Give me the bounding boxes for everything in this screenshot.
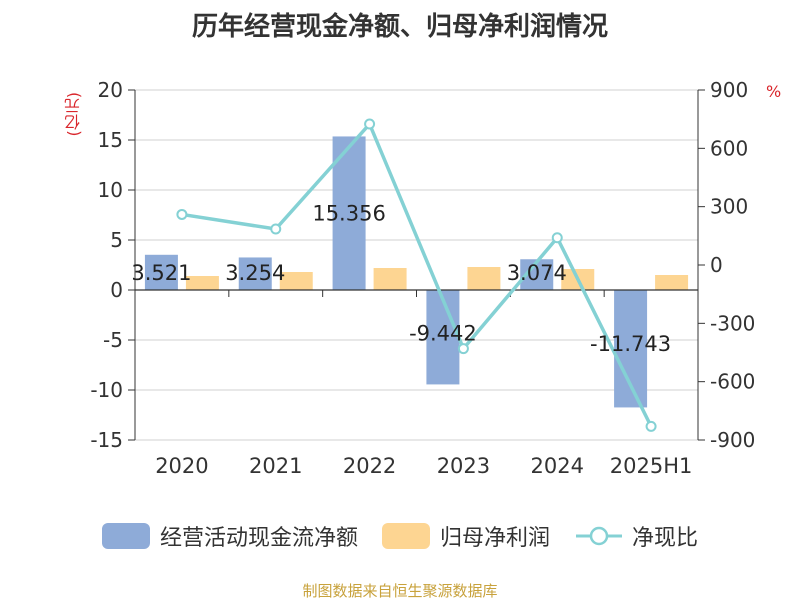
- left-tick-label: -10: [90, 378, 123, 402]
- right-tick-label: -300: [710, 311, 755, 335]
- source-note: 制图数据来自恒生聚源数据库: [302, 582, 498, 600]
- right-tick-label: 0: [710, 253, 723, 277]
- ratio-line: [181, 120, 653, 428]
- bar-cashflow-2023: [426, 290, 460, 385]
- left-tick-label: 10: [98, 178, 123, 202]
- x-tick-label: 2022: [343, 454, 396, 478]
- right-tick-label: 600: [710, 136, 748, 160]
- left-tick-label: -15: [90, 428, 123, 452]
- right-axis-unit: %: [766, 82, 782, 101]
- bar-cashflow-2020: [144, 254, 178, 290]
- bar-profit-2021: [279, 272, 313, 290]
- right-tick-label: 300: [710, 195, 748, 219]
- left-tick-label: 20: [98, 78, 123, 102]
- data-label-cashflow-2025H1: -11.743: [590, 332, 671, 356]
- left-tick-label: 5: [110, 228, 123, 252]
- legend-label-profit: 归母净利润: [439, 526, 550, 551]
- x-tick-label: 2024: [531, 454, 584, 478]
- ratio-point-2023: [457, 343, 469, 355]
- left-tick-label: 0: [110, 278, 123, 302]
- left-tick-label: 15: [98, 128, 123, 152]
- bar-profit-2022: [373, 268, 407, 290]
- legend: 经营活动现金流净额 归母净利润 净现比: [0, 520, 800, 552]
- right-tick-label: 900: [710, 78, 748, 102]
- x-tick-label: 2025H1: [610, 454, 693, 478]
- ratio-point-2022: [364, 118, 376, 130]
- data-label-cashflow-2021: 3.254: [225, 261, 285, 285]
- bar-cashflow-2021: [238, 257, 272, 290]
- legend-label-ratio: 净现比: [632, 526, 699, 551]
- legend-swatch-profit: [381, 523, 430, 549]
- ratio-point-2024: [551, 232, 563, 244]
- legend-item-ratio: 净现比: [574, 520, 698, 552]
- x-tick-label: 2021: [249, 454, 302, 478]
- data-label-cashflow-2024: 3.074: [507, 261, 567, 285]
- bar-profit-2023: [467, 267, 501, 290]
- right-tick-label: -600: [710, 370, 755, 394]
- bar-profit-2025H1: [655, 275, 689, 290]
- x-tick-label: 2023: [437, 454, 490, 478]
- legend-item-cashflow: 经营活动现金流净额: [101, 520, 358, 552]
- ratio-point-2021: [270, 223, 282, 235]
- left-tick-label: -5: [103, 328, 123, 352]
- bar-cashflow-2022: [332, 136, 366, 290]
- data-label-cashflow-2023: -9.442: [409, 321, 477, 345]
- data-label-cashflow-2020: 3.521: [131, 261, 191, 285]
- bar-profit-2020: [185, 276, 219, 290]
- ratio-point-2020: [176, 208, 188, 220]
- x-tick-label: 2020: [155, 454, 208, 478]
- data-label-cashflow-2022: 15.356: [312, 201, 385, 225]
- legend-item-profit: 归母净利润: [381, 520, 550, 552]
- right-tick-label: -900: [710, 428, 755, 452]
- legend-label-cashflow: 经营活动现金流净额: [159, 526, 358, 551]
- legend-swatch-cashflow: [101, 523, 150, 549]
- chart-title: 历年经营现金净额、归母净利润情况: [191, 12, 608, 42]
- ratio-point-2025H1: [645, 420, 657, 432]
- legend-swatch-ratio: [576, 526, 622, 546]
